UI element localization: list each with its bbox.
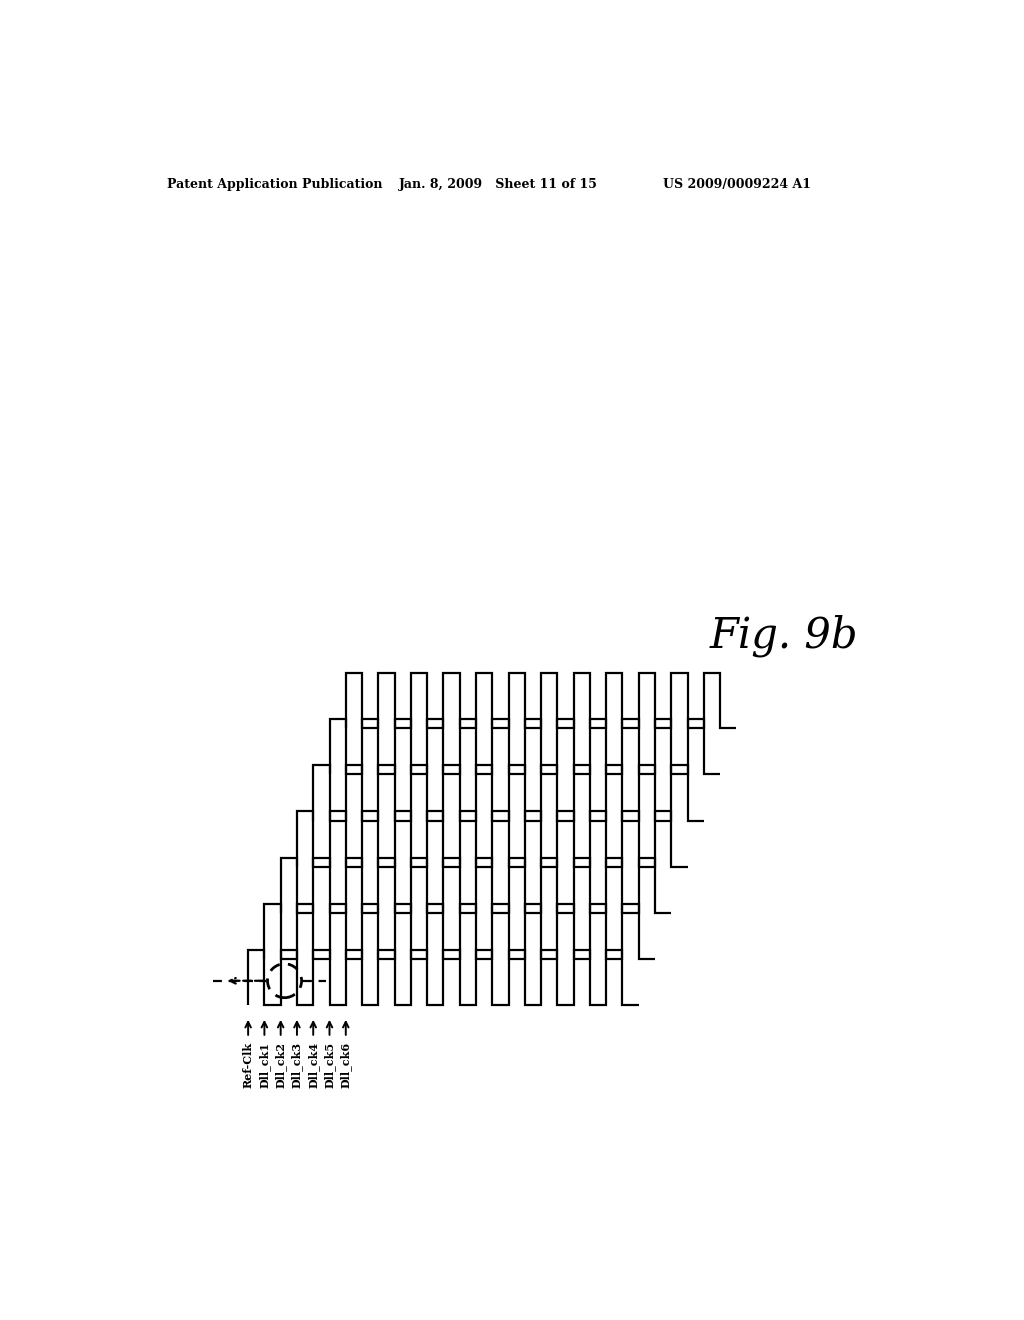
Text: Dll_ck3: Dll_ck3: [291, 1043, 303, 1089]
Text: Dll_ck4: Dll_ck4: [307, 1043, 319, 1089]
Text: Jan. 8, 2009   Sheet 11 of 15: Jan. 8, 2009 Sheet 11 of 15: [399, 178, 598, 190]
Text: Ref-Clk: Ref-Clk: [243, 1043, 254, 1089]
Text: Dll_ck6: Dll_ck6: [340, 1043, 351, 1089]
Text: Patent Application Publication: Patent Application Publication: [167, 178, 382, 190]
Text: US 2009/0009224 A1: US 2009/0009224 A1: [663, 178, 811, 190]
Text: Fig. 9b: Fig. 9b: [710, 615, 858, 657]
Text: Dll_ck2: Dll_ck2: [274, 1043, 287, 1089]
Text: Dll_ck5: Dll_ck5: [324, 1043, 336, 1089]
Text: Dll_ck1: Dll_ck1: [258, 1043, 270, 1089]
